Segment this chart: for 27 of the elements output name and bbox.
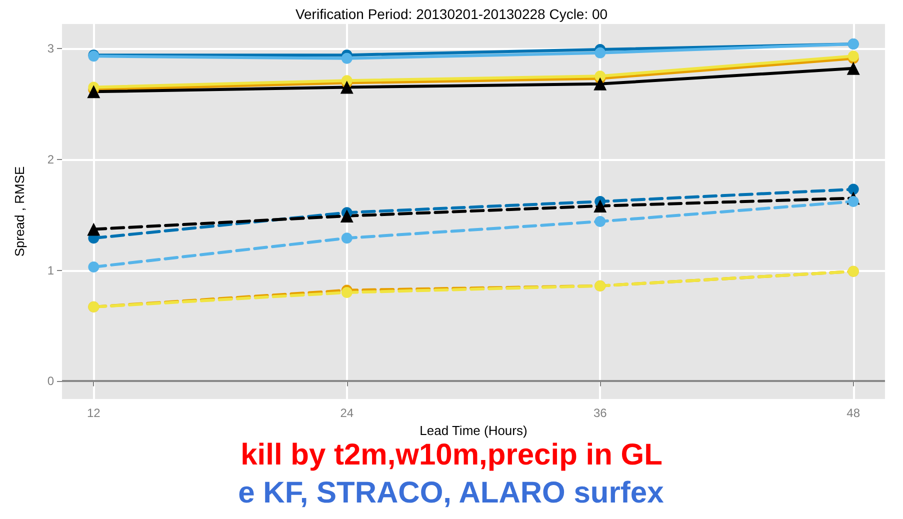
point — [848, 184, 859, 195]
y-tick-label: 0 — [47, 374, 54, 388]
point — [340, 80, 354, 94]
point — [87, 222, 100, 236]
point — [848, 196, 859, 208]
y-axis-title: Spread , RMSE — [12, 166, 27, 257]
y-tick-label: 2 — [47, 152, 54, 166]
x-tick-label: 12 — [86, 406, 101, 420]
point — [594, 216, 606, 227]
x-tick-label: 48 — [846, 406, 860, 420]
point — [340, 209, 354, 222]
point — [594, 199, 607, 212]
point — [594, 77, 607, 90]
x-tick-label: 36 — [593, 406, 608, 420]
point — [594, 47, 606, 58]
y-tick-label: 1 — [47, 263, 54, 278]
x-tick-label: 24 — [340, 406, 354, 420]
chart-title: Verification Period: 20130201-20130228 Cycle: 00 — [295, 6, 608, 22]
text: e KF, STRACO, ALARO surfex — [238, 476, 664, 510]
text: kill by t2m,w10m,precip in GL — [240, 438, 662, 472]
x-axis-title: Lead Time (Hours) — [420, 422, 528, 438]
point — [341, 232, 352, 244]
point — [87, 85, 100, 98]
point — [341, 52, 352, 64]
point — [88, 261, 100, 272]
y-tick-label: 3 — [47, 41, 54, 56]
point — [846, 62, 860, 75]
